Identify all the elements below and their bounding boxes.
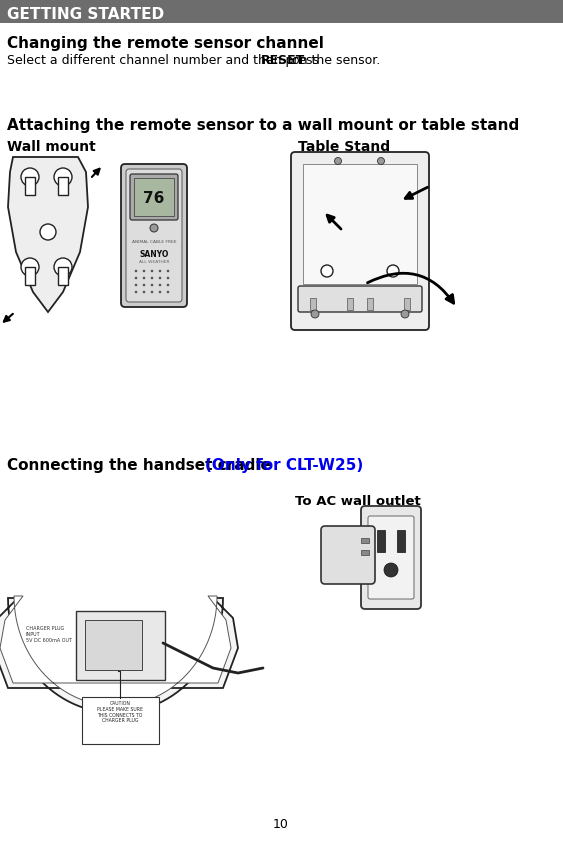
Circle shape bbox=[21, 258, 39, 276]
Text: Changing the remote sensor channel: Changing the remote sensor channel bbox=[7, 36, 324, 51]
Circle shape bbox=[135, 291, 137, 294]
Text: (Only for CLT-W25): (Only for CLT-W25) bbox=[205, 458, 363, 473]
FancyBboxPatch shape bbox=[361, 506, 421, 609]
Circle shape bbox=[150, 224, 158, 232]
Text: CHARGER PLUG
INPUT
5V DC 600mA OUT: CHARGER PLUG INPUT 5V DC 600mA OUT bbox=[26, 626, 72, 643]
FancyBboxPatch shape bbox=[25, 267, 35, 285]
FancyBboxPatch shape bbox=[367, 298, 373, 310]
Circle shape bbox=[135, 270, 137, 272]
Circle shape bbox=[334, 157, 342, 165]
Circle shape bbox=[387, 265, 399, 277]
Circle shape bbox=[401, 310, 409, 318]
Circle shape bbox=[378, 157, 385, 165]
FancyBboxPatch shape bbox=[130, 174, 178, 220]
Circle shape bbox=[159, 270, 162, 272]
FancyBboxPatch shape bbox=[321, 526, 375, 584]
Text: GETTING STARTED: GETTING STARTED bbox=[7, 7, 164, 22]
Text: To AC wall outlet: To AC wall outlet bbox=[295, 495, 421, 508]
Circle shape bbox=[142, 277, 145, 279]
FancyBboxPatch shape bbox=[85, 620, 142, 670]
Text: ALL WEATHER: ALL WEATHER bbox=[138, 260, 169, 264]
Circle shape bbox=[167, 270, 169, 272]
Polygon shape bbox=[0, 598, 238, 713]
Circle shape bbox=[40, 224, 56, 240]
Text: RESET: RESET bbox=[261, 54, 305, 67]
Circle shape bbox=[159, 277, 162, 279]
FancyBboxPatch shape bbox=[58, 267, 68, 285]
FancyBboxPatch shape bbox=[303, 164, 417, 284]
FancyBboxPatch shape bbox=[291, 152, 429, 330]
FancyBboxPatch shape bbox=[25, 177, 35, 195]
Circle shape bbox=[311, 310, 319, 318]
Circle shape bbox=[159, 291, 162, 294]
FancyBboxPatch shape bbox=[134, 178, 174, 216]
Circle shape bbox=[151, 283, 153, 286]
Circle shape bbox=[142, 291, 145, 294]
Circle shape bbox=[384, 563, 398, 577]
Text: 76: 76 bbox=[144, 191, 165, 205]
Circle shape bbox=[167, 291, 169, 294]
Circle shape bbox=[21, 168, 39, 186]
FancyBboxPatch shape bbox=[298, 286, 422, 312]
FancyBboxPatch shape bbox=[310, 298, 316, 310]
Circle shape bbox=[142, 283, 145, 286]
Circle shape bbox=[167, 283, 169, 286]
FancyBboxPatch shape bbox=[121, 164, 187, 307]
FancyBboxPatch shape bbox=[126, 169, 182, 302]
Text: CAUTION
PLEASE MAKE SURE
THIS CONNECTS TO
CHARGER PLUG: CAUTION PLEASE MAKE SURE THIS CONNECTS T… bbox=[97, 701, 143, 723]
Circle shape bbox=[142, 270, 145, 272]
Circle shape bbox=[135, 283, 137, 286]
Text: Connecting the handset cradle: Connecting the handset cradle bbox=[7, 458, 276, 473]
Text: Table Stand: Table Stand bbox=[298, 140, 390, 154]
Circle shape bbox=[151, 291, 153, 294]
Text: 10: 10 bbox=[273, 818, 289, 832]
Circle shape bbox=[151, 277, 153, 279]
Circle shape bbox=[159, 283, 162, 286]
Circle shape bbox=[135, 277, 137, 279]
Circle shape bbox=[54, 168, 72, 186]
FancyBboxPatch shape bbox=[377, 530, 385, 552]
Circle shape bbox=[151, 270, 153, 272]
FancyBboxPatch shape bbox=[361, 538, 369, 543]
Text: SANYO: SANYO bbox=[139, 250, 169, 258]
Text: on the sensor.: on the sensor. bbox=[288, 54, 380, 67]
Text: Select a different channel number and then press: Select a different channel number and th… bbox=[7, 54, 323, 67]
Circle shape bbox=[54, 258, 72, 276]
Text: ANIMAL CABLE FREE: ANIMAL CABLE FREE bbox=[132, 240, 176, 244]
FancyBboxPatch shape bbox=[404, 298, 410, 310]
FancyBboxPatch shape bbox=[82, 697, 159, 744]
FancyBboxPatch shape bbox=[347, 298, 353, 310]
FancyBboxPatch shape bbox=[58, 177, 68, 195]
FancyBboxPatch shape bbox=[76, 611, 165, 680]
FancyBboxPatch shape bbox=[368, 516, 414, 599]
Polygon shape bbox=[8, 157, 88, 312]
Text: Wall mount: Wall mount bbox=[7, 140, 96, 154]
FancyBboxPatch shape bbox=[361, 550, 369, 555]
FancyBboxPatch shape bbox=[0, 0, 563, 23]
Text: Attaching the remote sensor to a wall mount or table stand: Attaching the remote sensor to a wall mo… bbox=[7, 118, 519, 133]
FancyBboxPatch shape bbox=[397, 530, 405, 552]
Circle shape bbox=[167, 277, 169, 279]
Polygon shape bbox=[0, 596, 231, 706]
Circle shape bbox=[321, 265, 333, 277]
